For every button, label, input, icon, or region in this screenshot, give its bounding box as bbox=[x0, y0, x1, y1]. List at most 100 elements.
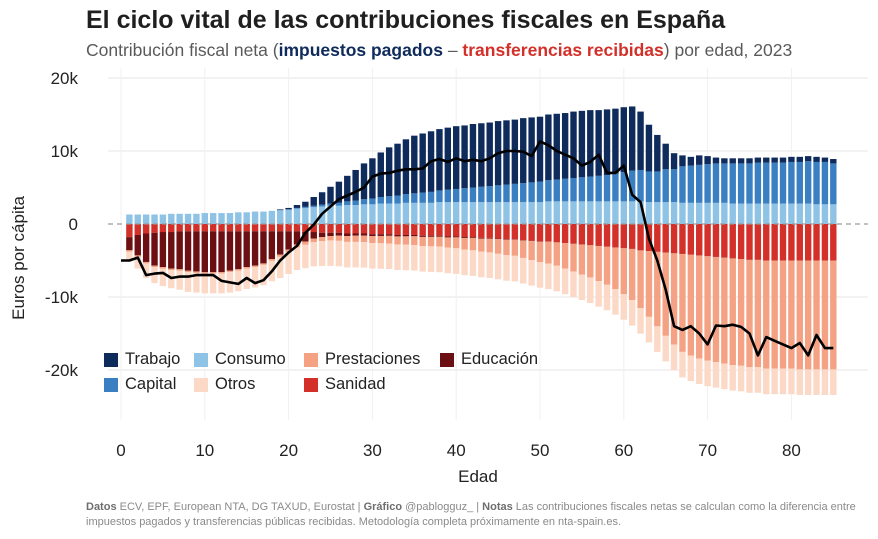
bar-segment-consumo-61 bbox=[628, 201, 636, 224]
bar-segment-sanidad-46 bbox=[503, 224, 510, 240]
bar-segment-educacion-45 bbox=[494, 238, 502, 240]
bar-segment-educacion-17 bbox=[260, 231, 267, 264]
bar-segment-sanidad-41 bbox=[461, 224, 468, 238]
bar-segment-educacion-2 bbox=[134, 234, 141, 256]
bar-segment-capital-46 bbox=[503, 184, 510, 203]
bar-segment-prestaciones-33 bbox=[394, 236, 401, 245]
footer-datos-label: Datos bbox=[86, 501, 117, 513]
bar-segment-sanidad-45 bbox=[494, 224, 502, 239]
bar-segment-sanidad-25 bbox=[327, 224, 334, 233]
bar-segment-trabajo-43 bbox=[478, 123, 485, 187]
bar-segment-trabajo-77 bbox=[763, 157, 770, 163]
bar-segment-otros-67 bbox=[679, 351, 686, 378]
bar-segment-prestaciones-57 bbox=[595, 246, 602, 282]
y-tick-labels: 20k 10k 0 -10k -20k bbox=[45, 69, 79, 380]
bar-segment-sanidad-3 bbox=[142, 224, 150, 234]
bar-segment-otros-26 bbox=[335, 240, 343, 267]
bar-segment-sanidad-27 bbox=[344, 224, 351, 234]
bar-segment-consumo-56 bbox=[587, 201, 594, 224]
bar-segment-consumo-66 bbox=[670, 202, 678, 224]
bar-segment-prestaciones-39 bbox=[444, 237, 452, 248]
bar-segment-prestaciones-37 bbox=[427, 236, 435, 247]
bar-segment-otros-60 bbox=[620, 294, 627, 320]
chart-subtitle: Contribución fiscal neta (impuestos paga… bbox=[86, 40, 792, 61]
subtitle-post: ) por edad, 2023 bbox=[663, 40, 793, 60]
bar-segment-prestaciones-79 bbox=[779, 260, 787, 369]
bar-segment-otros-77 bbox=[763, 368, 770, 395]
bar-segment-consumo-78 bbox=[771, 203, 778, 224]
bar-segment-sanidad-44 bbox=[486, 224, 493, 238]
bar-segment-otros-69 bbox=[696, 358, 703, 385]
bar-segment-otros-35 bbox=[411, 245, 418, 271]
bar-segment-trabajo-27 bbox=[344, 175, 351, 202]
bar-segment-trabajo-39 bbox=[444, 127, 452, 190]
bar-segment-sanidad-7 bbox=[176, 224, 183, 232]
bar-segment-prestaciones-28 bbox=[352, 235, 359, 242]
bar-segment-sanidad-81 bbox=[796, 224, 803, 261]
bar-segment-sanidad-64 bbox=[654, 224, 661, 252]
bar-segment-otros-39 bbox=[444, 247, 452, 274]
bar-segment-consumo-62 bbox=[637, 201, 644, 224]
bar-segment-sanidad-24 bbox=[318, 224, 326, 233]
bar-segment-otros-68 bbox=[687, 355, 695, 382]
bar-segment-capital-54 bbox=[570, 178, 577, 202]
bar-segment-consumo-71 bbox=[712, 202, 720, 224]
bar-segment-capital-45 bbox=[494, 185, 502, 203]
bar-segment-sanidad-51 bbox=[545, 224, 552, 242]
bar-segment-otros-65 bbox=[662, 335, 669, 362]
bar-segment-trabajo-72 bbox=[721, 158, 728, 164]
bar-segment-trabajo-74 bbox=[737, 158, 745, 164]
x-tick-labels: 0 10 20 30 40 50 60 70 80 bbox=[116, 441, 801, 460]
bar-segment-sanidad-20 bbox=[285, 224, 292, 232]
bar-segment-consumo-41 bbox=[461, 202, 468, 224]
subtitle-positive: impuestos pagados bbox=[278, 40, 443, 60]
bar-segment-trabajo-82 bbox=[804, 156, 812, 162]
bar-segment-prestaciones-3 bbox=[142, 261, 150, 264]
legend-swatch-sanidad bbox=[304, 377, 318, 392]
bar-segment-consumo-22 bbox=[302, 207, 309, 224]
bar-segment-educacion-15 bbox=[243, 231, 250, 268]
bar-segment-capital-60 bbox=[620, 172, 627, 202]
bar-segment-consumo-75 bbox=[746, 203, 753, 224]
bar-segment-prestaciones-22 bbox=[302, 241, 309, 245]
x-tick-label: 20 bbox=[279, 441, 298, 460]
bar-segment-consumo-47 bbox=[511, 202, 519, 224]
bar-segment-otros-78 bbox=[771, 368, 778, 395]
bar-segment-prestaciones-18 bbox=[268, 259, 276, 261]
bar-segment-sanidad-76 bbox=[754, 224, 762, 260]
bar-segment-prestaciones-26 bbox=[335, 235, 343, 241]
bar-segment-sanidad-67 bbox=[679, 224, 686, 254]
bar-segment-educacion-35 bbox=[411, 234, 418, 237]
bar-segment-prestaciones-66 bbox=[670, 253, 678, 345]
bar-segment-consumo-52 bbox=[553, 201, 560, 224]
legend-label-otros: Otros bbox=[215, 375, 256, 393]
bar-segment-consumo-51 bbox=[545, 201, 552, 224]
bar-segment-educacion-26 bbox=[335, 232, 343, 236]
bar-segment-capital-42 bbox=[469, 187, 477, 203]
bar-segment-educacion-27 bbox=[344, 233, 351, 237]
bar-segment-consumo-63 bbox=[645, 202, 653, 224]
bar-segment-sanidad-71 bbox=[712, 224, 720, 257]
bar-segment-prestaciones-64 bbox=[654, 251, 661, 327]
bar-segment-capital-41 bbox=[461, 188, 468, 203]
bar-segment-consumo-10 bbox=[201, 213, 208, 224]
bar-segment-sanidad-1 bbox=[126, 224, 133, 238]
bar-segment-otros-20 bbox=[285, 252, 292, 275]
bar-segment-trabajo-80 bbox=[788, 156, 795, 162]
bar-segment-capital-74 bbox=[737, 163, 745, 204]
bar-segment-capital-79 bbox=[779, 162, 787, 204]
bar-segment-otros-32 bbox=[385, 243, 393, 270]
bar-segment-capital-44 bbox=[486, 186, 493, 203]
bar-segment-prestaciones-54 bbox=[570, 243, 577, 272]
bar-segment-capital-33 bbox=[394, 195, 401, 204]
y-tick-label: -20k bbox=[45, 361, 79, 380]
bar-segment-trabajo-71 bbox=[712, 157, 720, 164]
bar-segment-consumo-46 bbox=[503, 202, 510, 224]
bar-segment-consumo-19 bbox=[277, 210, 284, 224]
bar-segment-sanidad-33 bbox=[394, 224, 401, 235]
bar-segment-otros-48 bbox=[520, 257, 527, 284]
bar-segment-trabajo-25 bbox=[327, 186, 334, 204]
bar-segment-otros-9 bbox=[193, 272, 200, 293]
bar-segment-otros-70 bbox=[704, 360, 711, 387]
x-tick-label: 60 bbox=[614, 441, 633, 460]
